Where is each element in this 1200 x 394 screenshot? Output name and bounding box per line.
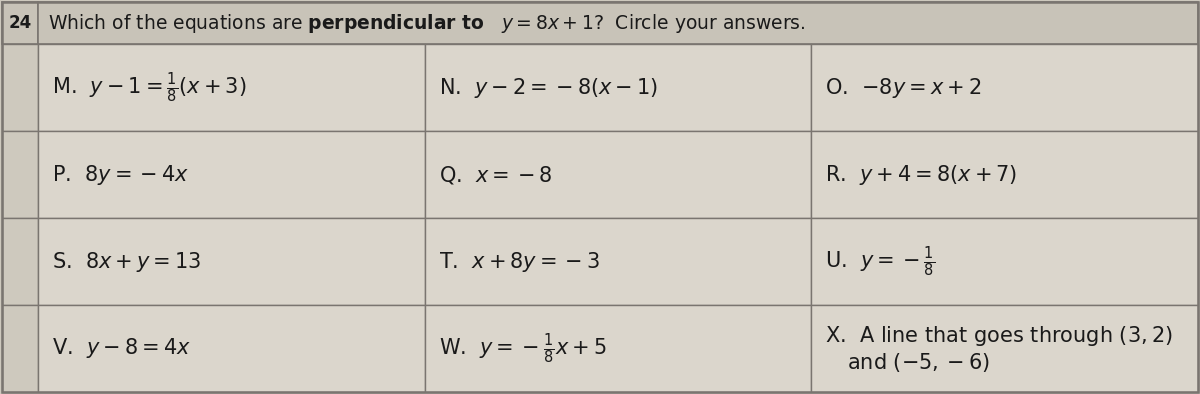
Text: T.  $x+8y=-3$: T. $x+8y=-3$: [439, 249, 600, 273]
Bar: [38, 2, 1198, 44]
Text: S.  $8x+y=13$: S. $8x+y=13$: [52, 249, 202, 273]
Text: M.  $y-1=\frac{1}{8}(x+3)$: M. $y-1=\frac{1}{8}(x+3)$: [52, 70, 246, 105]
Bar: [811, 218, 1198, 305]
Bar: [811, 305, 1198, 392]
Bar: [425, 131, 811, 218]
Text: O.  $-8y=x+2$: O. $-8y=x+2$: [826, 76, 982, 100]
Bar: [2, 131, 38, 218]
Bar: [38, 218, 425, 305]
Text: X.  A line that goes through $(3,2)$: X. A line that goes through $(3,2)$: [826, 324, 1174, 348]
Text: Q.  $x=-8$: Q. $x=-8$: [439, 164, 552, 186]
Text: V.  $y-8=4x$: V. $y-8=4x$: [52, 336, 191, 361]
Text: and $(-5,-6)$: and $(-5,-6)$: [847, 351, 990, 374]
Bar: [38, 131, 425, 218]
Bar: [425, 305, 811, 392]
Text: U.  $y=-\frac{1}{8}$: U. $y=-\frac{1}{8}$: [826, 244, 936, 279]
Bar: [38, 44, 425, 131]
Text: Which of the equations are $\mathbf{perpendicular\ to}$   $y=8x+1$?  Circle your: Which of the equations are $\mathbf{perp…: [48, 11, 805, 35]
Text: P.  $8y=-4x$: P. $8y=-4x$: [52, 162, 190, 186]
Text: 24: 24: [8, 14, 31, 32]
Text: N.  $y-2=-8(x-1)$: N. $y-2=-8(x-1)$: [439, 76, 658, 100]
Bar: [2, 44, 38, 131]
Bar: [2, 305, 38, 392]
Bar: [811, 44, 1198, 131]
Bar: [2, 218, 38, 305]
Bar: [38, 305, 425, 392]
Bar: [425, 44, 811, 131]
Bar: [425, 218, 811, 305]
Bar: [811, 131, 1198, 218]
Text: W.  $y=-\frac{1}{8}x+5$: W. $y=-\frac{1}{8}x+5$: [439, 331, 606, 366]
Bar: [2, 2, 38, 44]
Text: R.  $y+4=8(x+7)$: R. $y+4=8(x+7)$: [826, 162, 1018, 186]
